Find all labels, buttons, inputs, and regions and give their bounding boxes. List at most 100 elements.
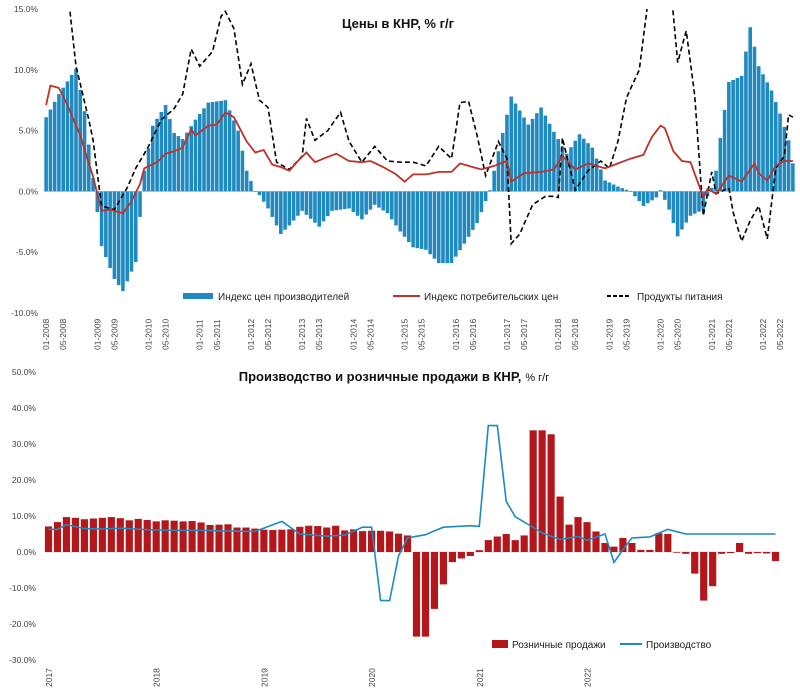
- prices-xtick-label: 01-2022: [758, 319, 768, 350]
- ppi-bar: [432, 191, 437, 259]
- production-xtick-label: 2020: [367, 668, 377, 687]
- retail-sales-bar: [233, 527, 241, 552]
- ppi-bar: [471, 191, 475, 230]
- prices-xtick-label: 05-2021: [724, 319, 734, 350]
- ppi-bar: [257, 191, 262, 196]
- retail-sales-bar: [673, 552, 681, 553]
- retail-sales-bar: [80, 519, 88, 552]
- ppi-bar: [603, 180, 607, 192]
- retail-sales-bar: [197, 522, 205, 552]
- ppi-bar: [718, 137, 723, 192]
- retail-sales-bar: [332, 525, 340, 552]
- ppi-bar: [488, 190, 492, 192]
- ppi-bar: [701, 191, 706, 210]
- production-ytick-label: 10.0%: [12, 511, 37, 521]
- ppi-bar: [330, 191, 334, 211]
- ppi-bar: [206, 102, 211, 192]
- ppi-bar: [176, 136, 181, 192]
- retail-sales-bar: [152, 521, 160, 552]
- ppi-bar: [415, 191, 420, 249]
- prices-ytick-label: 15.0%: [14, 4, 39, 14]
- prices-xtick-label: 05-2011: [212, 319, 222, 350]
- legend-label-cpi: Индекс потребительских цен: [424, 291, 558, 303]
- retail-sales-bar: [412, 552, 421, 637]
- prices-xtick-label: 01-2021: [707, 319, 717, 350]
- retail-sales-bar: [502, 534, 510, 552]
- ppi-bar: [338, 191, 343, 210]
- ppi-bar: [99, 191, 104, 247]
- ppi-bar: [731, 79, 735, 192]
- retail-sales-bar: [700, 552, 708, 601]
- ppi-bar: [560, 146, 565, 192]
- legend-label-production: Производство: [646, 640, 712, 651]
- ppi-bar: [475, 191, 479, 224]
- ppi-bar: [142, 170, 147, 192]
- retail-sales-bar: [511, 540, 519, 552]
- ppi-bar: [496, 151, 501, 192]
- prices-xtick-label: 05-2013: [314, 319, 324, 350]
- ppi-bar: [637, 191, 642, 202]
- ppi-bar: [744, 51, 748, 192]
- retail-sales-bar: [98, 517, 106, 552]
- ppi-bar: [419, 191, 424, 249]
- prices-xtick-label: 05-2022: [775, 319, 785, 350]
- ppi-bar: [121, 191, 125, 292]
- ppi-bar: [513, 103, 518, 192]
- ppi-bar: [526, 124, 531, 192]
- ppi-bar: [133, 191, 138, 262]
- ppi-bar: [159, 111, 164, 192]
- prices-xtick-label: 01-2017: [502, 319, 512, 350]
- retail-sales-bar: [583, 522, 591, 552]
- ppi-bar: [761, 74, 765, 192]
- retail-sales-bar: [161, 520, 169, 552]
- retail-sales-bar: [368, 530, 376, 552]
- ppi-bar: [765, 82, 770, 192]
- ppi-bar: [368, 191, 373, 210]
- ppi-bar: [146, 148, 151, 192]
- ppi-bar: [304, 191, 309, 215]
- ppi-bar: [624, 189, 629, 192]
- ppi-bar: [240, 150, 245, 192]
- ppi-bar: [44, 117, 48, 192]
- ppi-bar: [61, 87, 65, 192]
- ppi-bar: [163, 105, 168, 192]
- production-ytick-label: 0.0%: [17, 547, 37, 557]
- retail-sales-bar: [287, 529, 295, 552]
- retail-sales-bar: [646, 549, 654, 552]
- retail-sales-bar: [691, 552, 699, 574]
- retail-sales-bar: [44, 526, 53, 552]
- ppi-bar: [300, 191, 304, 211]
- prices-xtick-label: 05-2016: [468, 319, 478, 350]
- prices-xtick-label: 01-2009: [92, 319, 102, 350]
- retail-sales-bar: [529, 430, 537, 552]
- retail-sales-bar: [771, 552, 780, 561]
- ppi-bar: [564, 153, 569, 192]
- ppi-bar: [650, 191, 654, 201]
- retail-sales-bar: [475, 550, 483, 552]
- retail-sales-bar: [403, 535, 412, 552]
- ppi-bar: [436, 191, 441, 264]
- ppi-bar: [530, 118, 535, 192]
- prices-xtick-label: 05-2012: [263, 319, 273, 350]
- ppi-bar: [739, 75, 744, 192]
- ppi-bar: [355, 191, 360, 216]
- ppi-bar: [620, 188, 624, 192]
- legend-label-ppi: Индекс цен производителей: [218, 292, 349, 303]
- ppi-bar: [74, 68, 78, 192]
- ppi-bar: [308, 191, 313, 219]
- ppi-bar: [343, 191, 347, 210]
- ppi-bar: [671, 191, 676, 224]
- ppi-bar: [628, 191, 633, 192]
- production-xtick-label: 2019: [259, 668, 269, 687]
- ppi-bar: [590, 147, 595, 192]
- retail-sales-bar: [493, 536, 501, 552]
- prices-xtick-label: 01-2019: [604, 319, 614, 350]
- ppi-bar: [129, 191, 134, 272]
- production-chart-title-suffix: % г/г: [525, 372, 549, 384]
- retail-sales-bar: [314, 526, 322, 552]
- ppi-bar: [539, 107, 543, 192]
- ppi-bar: [317, 191, 322, 227]
- prices-xtick-label: 01-2013: [297, 319, 307, 350]
- retail-sales-bar: [107, 517, 115, 552]
